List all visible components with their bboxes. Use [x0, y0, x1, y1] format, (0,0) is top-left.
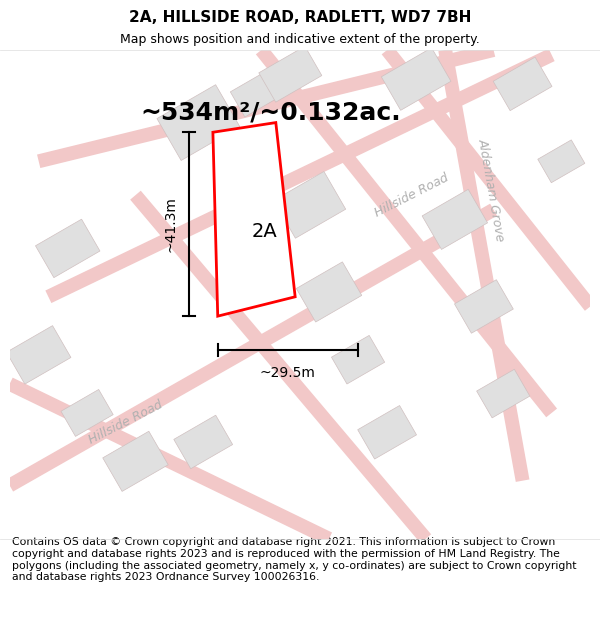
Polygon shape: [331, 336, 385, 384]
Text: Hillside Road: Hillside Road: [86, 398, 165, 447]
Polygon shape: [454, 280, 514, 333]
Polygon shape: [274, 171, 346, 238]
Text: Contains OS data © Crown copyright and database right 2021. This information is : Contains OS data © Crown copyright and d…: [12, 538, 577, 582]
Text: Aldenham Grove: Aldenham Grove: [476, 138, 507, 243]
Polygon shape: [259, 46, 322, 102]
Polygon shape: [157, 85, 240, 161]
Text: Hillside Road: Hillside Road: [372, 171, 451, 219]
Text: Map shows position and indicative extent of the property.: Map shows position and indicative extent…: [120, 32, 480, 46]
Polygon shape: [476, 369, 530, 418]
Polygon shape: [382, 48, 451, 111]
Text: 2A, HILLSIDE ROAD, RADLETT, WD7 7BH: 2A, HILLSIDE ROAD, RADLETT, WD7 7BH: [129, 10, 471, 25]
Polygon shape: [103, 431, 168, 491]
Polygon shape: [213, 122, 295, 316]
Polygon shape: [35, 219, 100, 278]
Polygon shape: [422, 189, 488, 249]
Polygon shape: [174, 415, 233, 469]
Polygon shape: [230, 70, 283, 117]
Polygon shape: [296, 262, 362, 322]
Text: 2A: 2A: [252, 222, 278, 241]
Text: ~534m²/~0.132ac.: ~534m²/~0.132ac.: [140, 101, 401, 125]
Text: ~41.3m: ~41.3m: [163, 196, 177, 252]
Polygon shape: [358, 406, 416, 459]
Polygon shape: [493, 57, 552, 111]
Text: ~29.5m: ~29.5m: [260, 366, 316, 379]
Polygon shape: [61, 389, 113, 436]
Polygon shape: [7, 326, 71, 384]
Polygon shape: [538, 140, 585, 182]
